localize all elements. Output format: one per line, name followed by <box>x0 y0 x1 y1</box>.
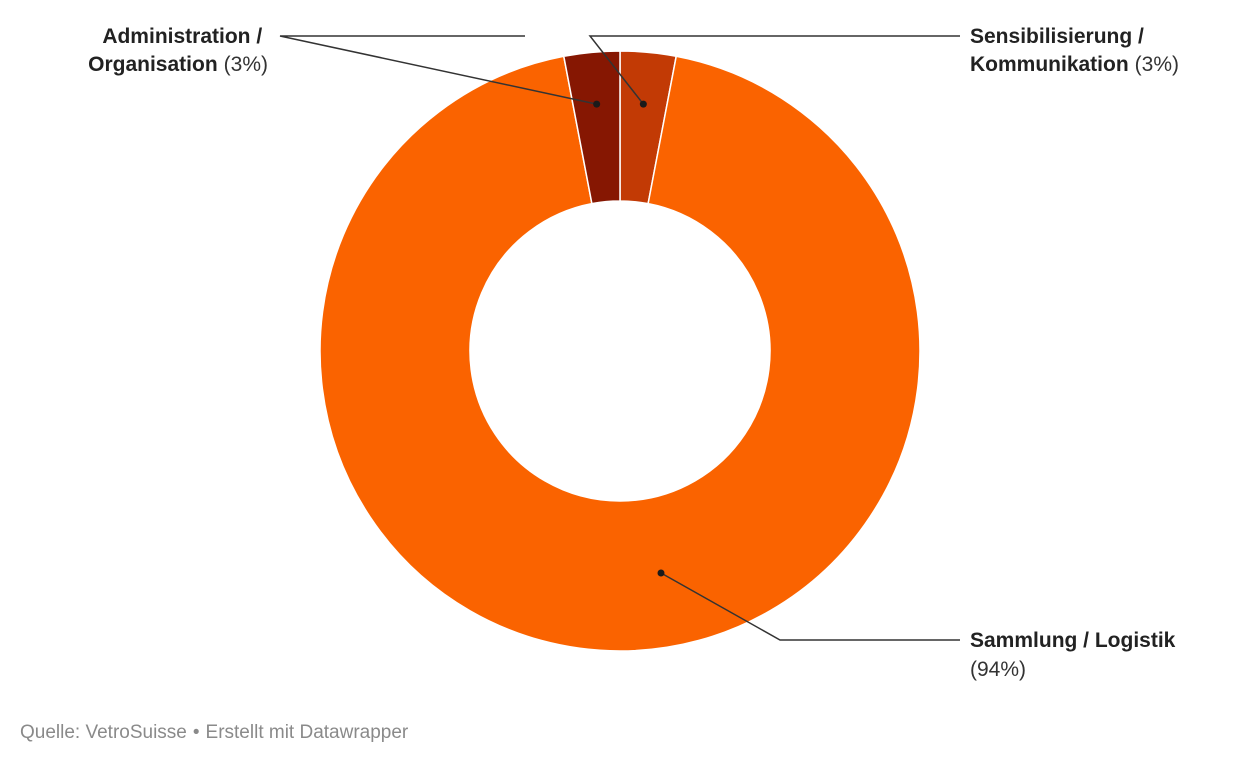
leader-line-sensibilisierung <box>588 35 960 105</box>
source-text: Quelle: VetroSuisse <box>20 722 187 743</box>
slice-value-sensibilisierung: (3%) <box>1135 53 1179 76</box>
slice-label-administration-line2: Organisation (3%) <box>88 53 268 76</box>
donut-slice-administration <box>562 50 621 205</box>
leader-dot-sensibilisierung <box>639 100 647 108</box>
slice-label-administration: Administration / Organisation (3%) <box>88 25 268 76</box>
slice-value-administration: (3%) <box>224 53 268 76</box>
source-separator: • <box>192 722 200 743</box>
slice-label-administration-name: Organisation <box>88 53 218 76</box>
leader-dot-sammlung <box>657 569 665 577</box>
source-note: Quelle: VetroSuisse • Erstellt mit Datawra… <box>20 722 408 744</box>
slice-label-sensibilisierung-line1: Sensibilisierung / <box>970 25 1144 48</box>
slice-label-sensibilisierung: Sensibilisierung / Kommunikation (3%) <box>970 25 1179 76</box>
leader-line-sammlung <box>660 572 960 641</box>
slice-label-administration-line1: Administration / <box>102 25 262 48</box>
leader-line-administration <box>279 35 597 105</box>
leader-dot-administration <box>593 100 601 108</box>
donut-slice-sammlung <box>319 55 921 652</box>
credit-text: Erstellt mit Datawrapper <box>205 722 409 743</box>
slice-label-sammlung-line1: Sammlung / Logistik <box>970 629 1176 652</box>
slice-value-sammlung: (94%) <box>970 658 1026 681</box>
slice-label-sammlung: Sammlung / Logistik (94%) <box>970 629 1181 681</box>
slice-label-sensibilisierung-line2: Kommunikation <box>970 53 1129 76</box>
